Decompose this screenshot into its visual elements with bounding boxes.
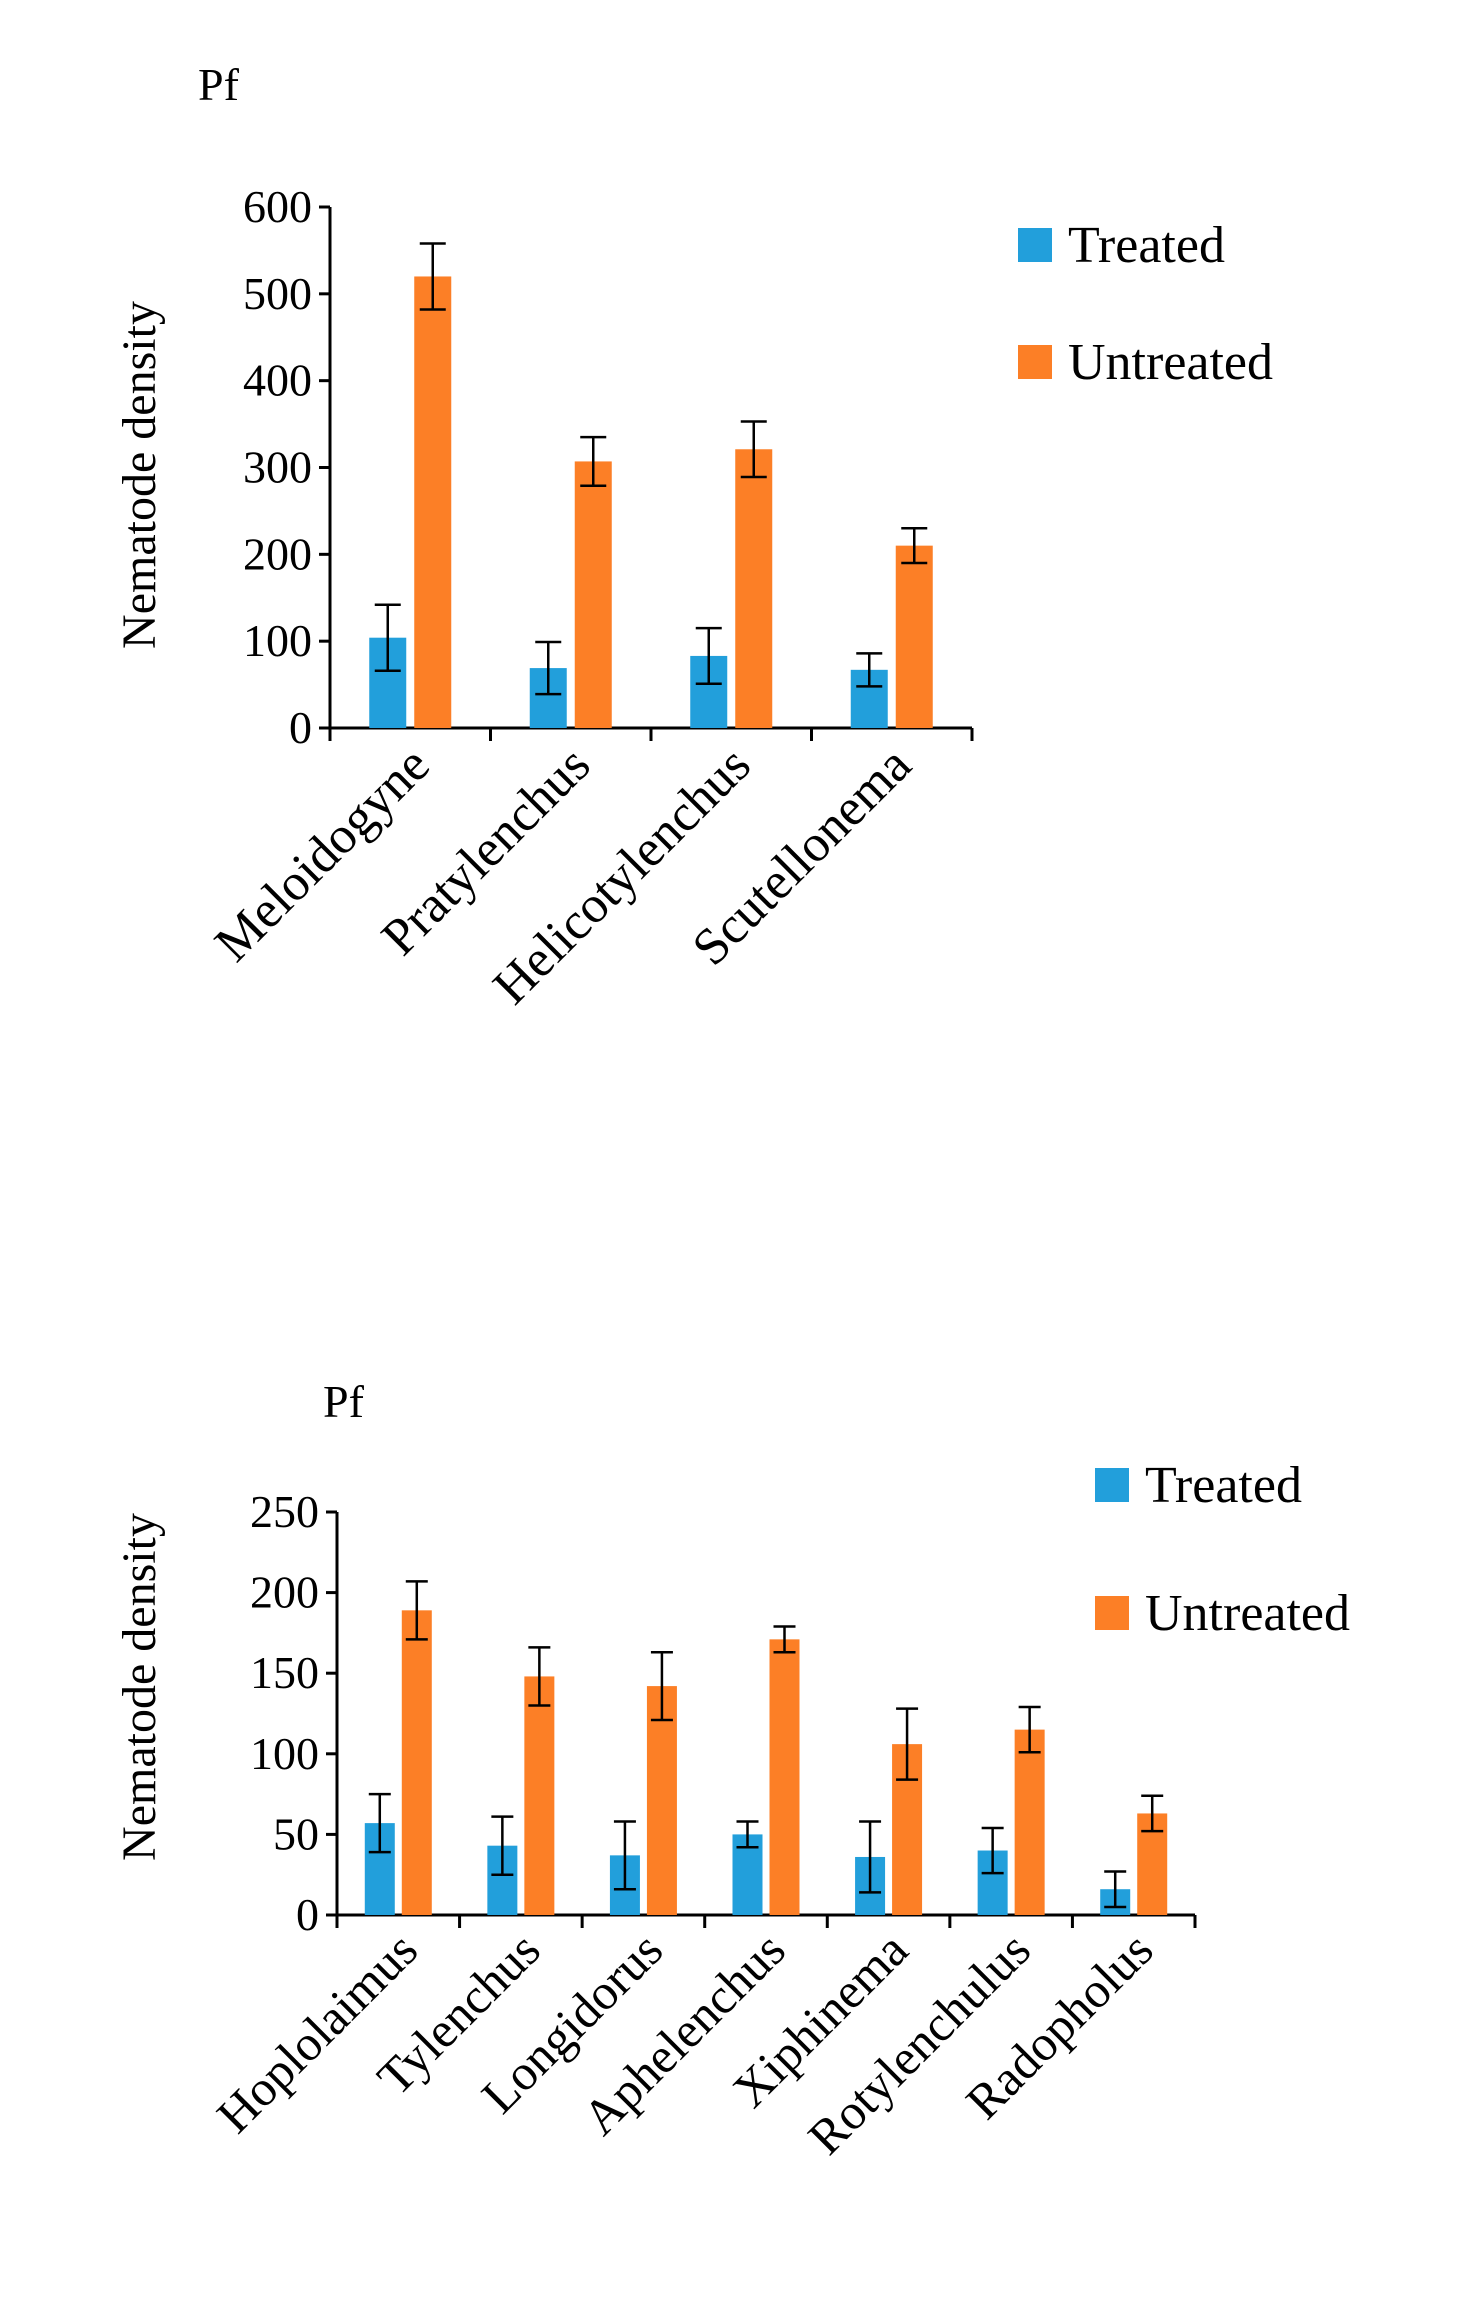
legend-swatch-untreated bbox=[1018, 345, 1052, 379]
legend-label-treated: Treated bbox=[1068, 217, 1225, 274]
chart-top-legend: Treated Untreated bbox=[1018, 217, 1273, 391]
bar-untreated-pratylenchus bbox=[574, 461, 612, 728]
chart-top: Pf Nematode density 0100200300400500600 … bbox=[113, 59, 1273, 1015]
chart-bottom-category-labels: HoplolaimusTylenchusLongidorusAphelenchu… bbox=[206, 1921, 1164, 2165]
legend-label-treated: Treated bbox=[1145, 1457, 1302, 1514]
legend-label-untreated: Untreated bbox=[1068, 334, 1273, 391]
y-tick-label: 400 bbox=[243, 355, 312, 406]
chart-bottom-error-bars bbox=[368, 1580, 1164, 1909]
chart-bottom-x-ticks bbox=[335, 1915, 1197, 1928]
y-tick-label: 150 bbox=[250, 1647, 319, 1698]
x-category-label-hoplolaimus: Hoplolaimus bbox=[206, 1921, 428, 2143]
legend-swatch-untreated bbox=[1095, 1596, 1129, 1630]
y-tick-label: 50 bbox=[273, 1808, 319, 1859]
bar-untreated-rotylenchulus bbox=[1014, 1729, 1045, 1915]
chart-bottom-panel-label: Pf bbox=[323, 1376, 365, 1427]
y-tick-label: 200 bbox=[250, 1567, 319, 1618]
legend-swatch-treated bbox=[1095, 1468, 1129, 1502]
chart-top-error-bars bbox=[374, 242, 928, 696]
chart-top-category-labels: MeloidogynePratylenchusHelicotylenchusSc… bbox=[204, 736, 922, 1015]
y-tick-label: 100 bbox=[250, 1728, 319, 1779]
chart-bottom-y-axis-label: Nematode density bbox=[113, 1513, 166, 1861]
chart-bottom: Pf Nematode density 0 50 100 150 200 250 Hopl… bbox=[113, 1376, 1350, 2165]
chart-top-y-axis-label: Nematode density bbox=[113, 301, 166, 649]
bar-untreated-aphelenchus bbox=[769, 1639, 800, 1915]
y-tick-label: 300 bbox=[243, 442, 312, 493]
bar-untreated-tylenchus bbox=[524, 1676, 555, 1915]
legend-label-untreated: Untreated bbox=[1145, 1585, 1350, 1642]
chart-top-panel-label: Pf bbox=[198, 59, 240, 110]
y-tick-label: 600 bbox=[243, 181, 312, 232]
y-tick-label: 0 bbox=[289, 702, 312, 753]
y-tick-label: 250 bbox=[250, 1486, 319, 1537]
chart-top-y-ticks: 0 100 200 300 400 500 600 bbox=[243, 181, 330, 753]
chart-bottom-y-ticks: 0 50 100 150 200 250 bbox=[250, 1486, 337, 1940]
chart-top-bars bbox=[369, 276, 933, 728]
chart-bottom-bars bbox=[364, 1610, 1168, 1915]
bar-untreated-meloidogyne bbox=[414, 276, 452, 728]
chart-bottom-legend: Treated Untreated bbox=[1095, 1457, 1350, 1642]
y-tick-label: 100 bbox=[243, 615, 312, 666]
bar-untreated-scutellonema bbox=[895, 545, 933, 728]
y-tick-label: 200 bbox=[243, 528, 312, 579]
legend-swatch-treated bbox=[1018, 228, 1052, 262]
y-tick-label: 500 bbox=[243, 268, 312, 319]
bar-untreated-longidorus bbox=[646, 1686, 677, 1915]
bar-untreated-hoplolaimus bbox=[401, 1610, 432, 1915]
bar-untreated-helicotylenchus bbox=[735, 449, 773, 728]
chart-top-x-ticks bbox=[328, 728, 974, 741]
y-tick-label: 0 bbox=[296, 1889, 319, 1940]
